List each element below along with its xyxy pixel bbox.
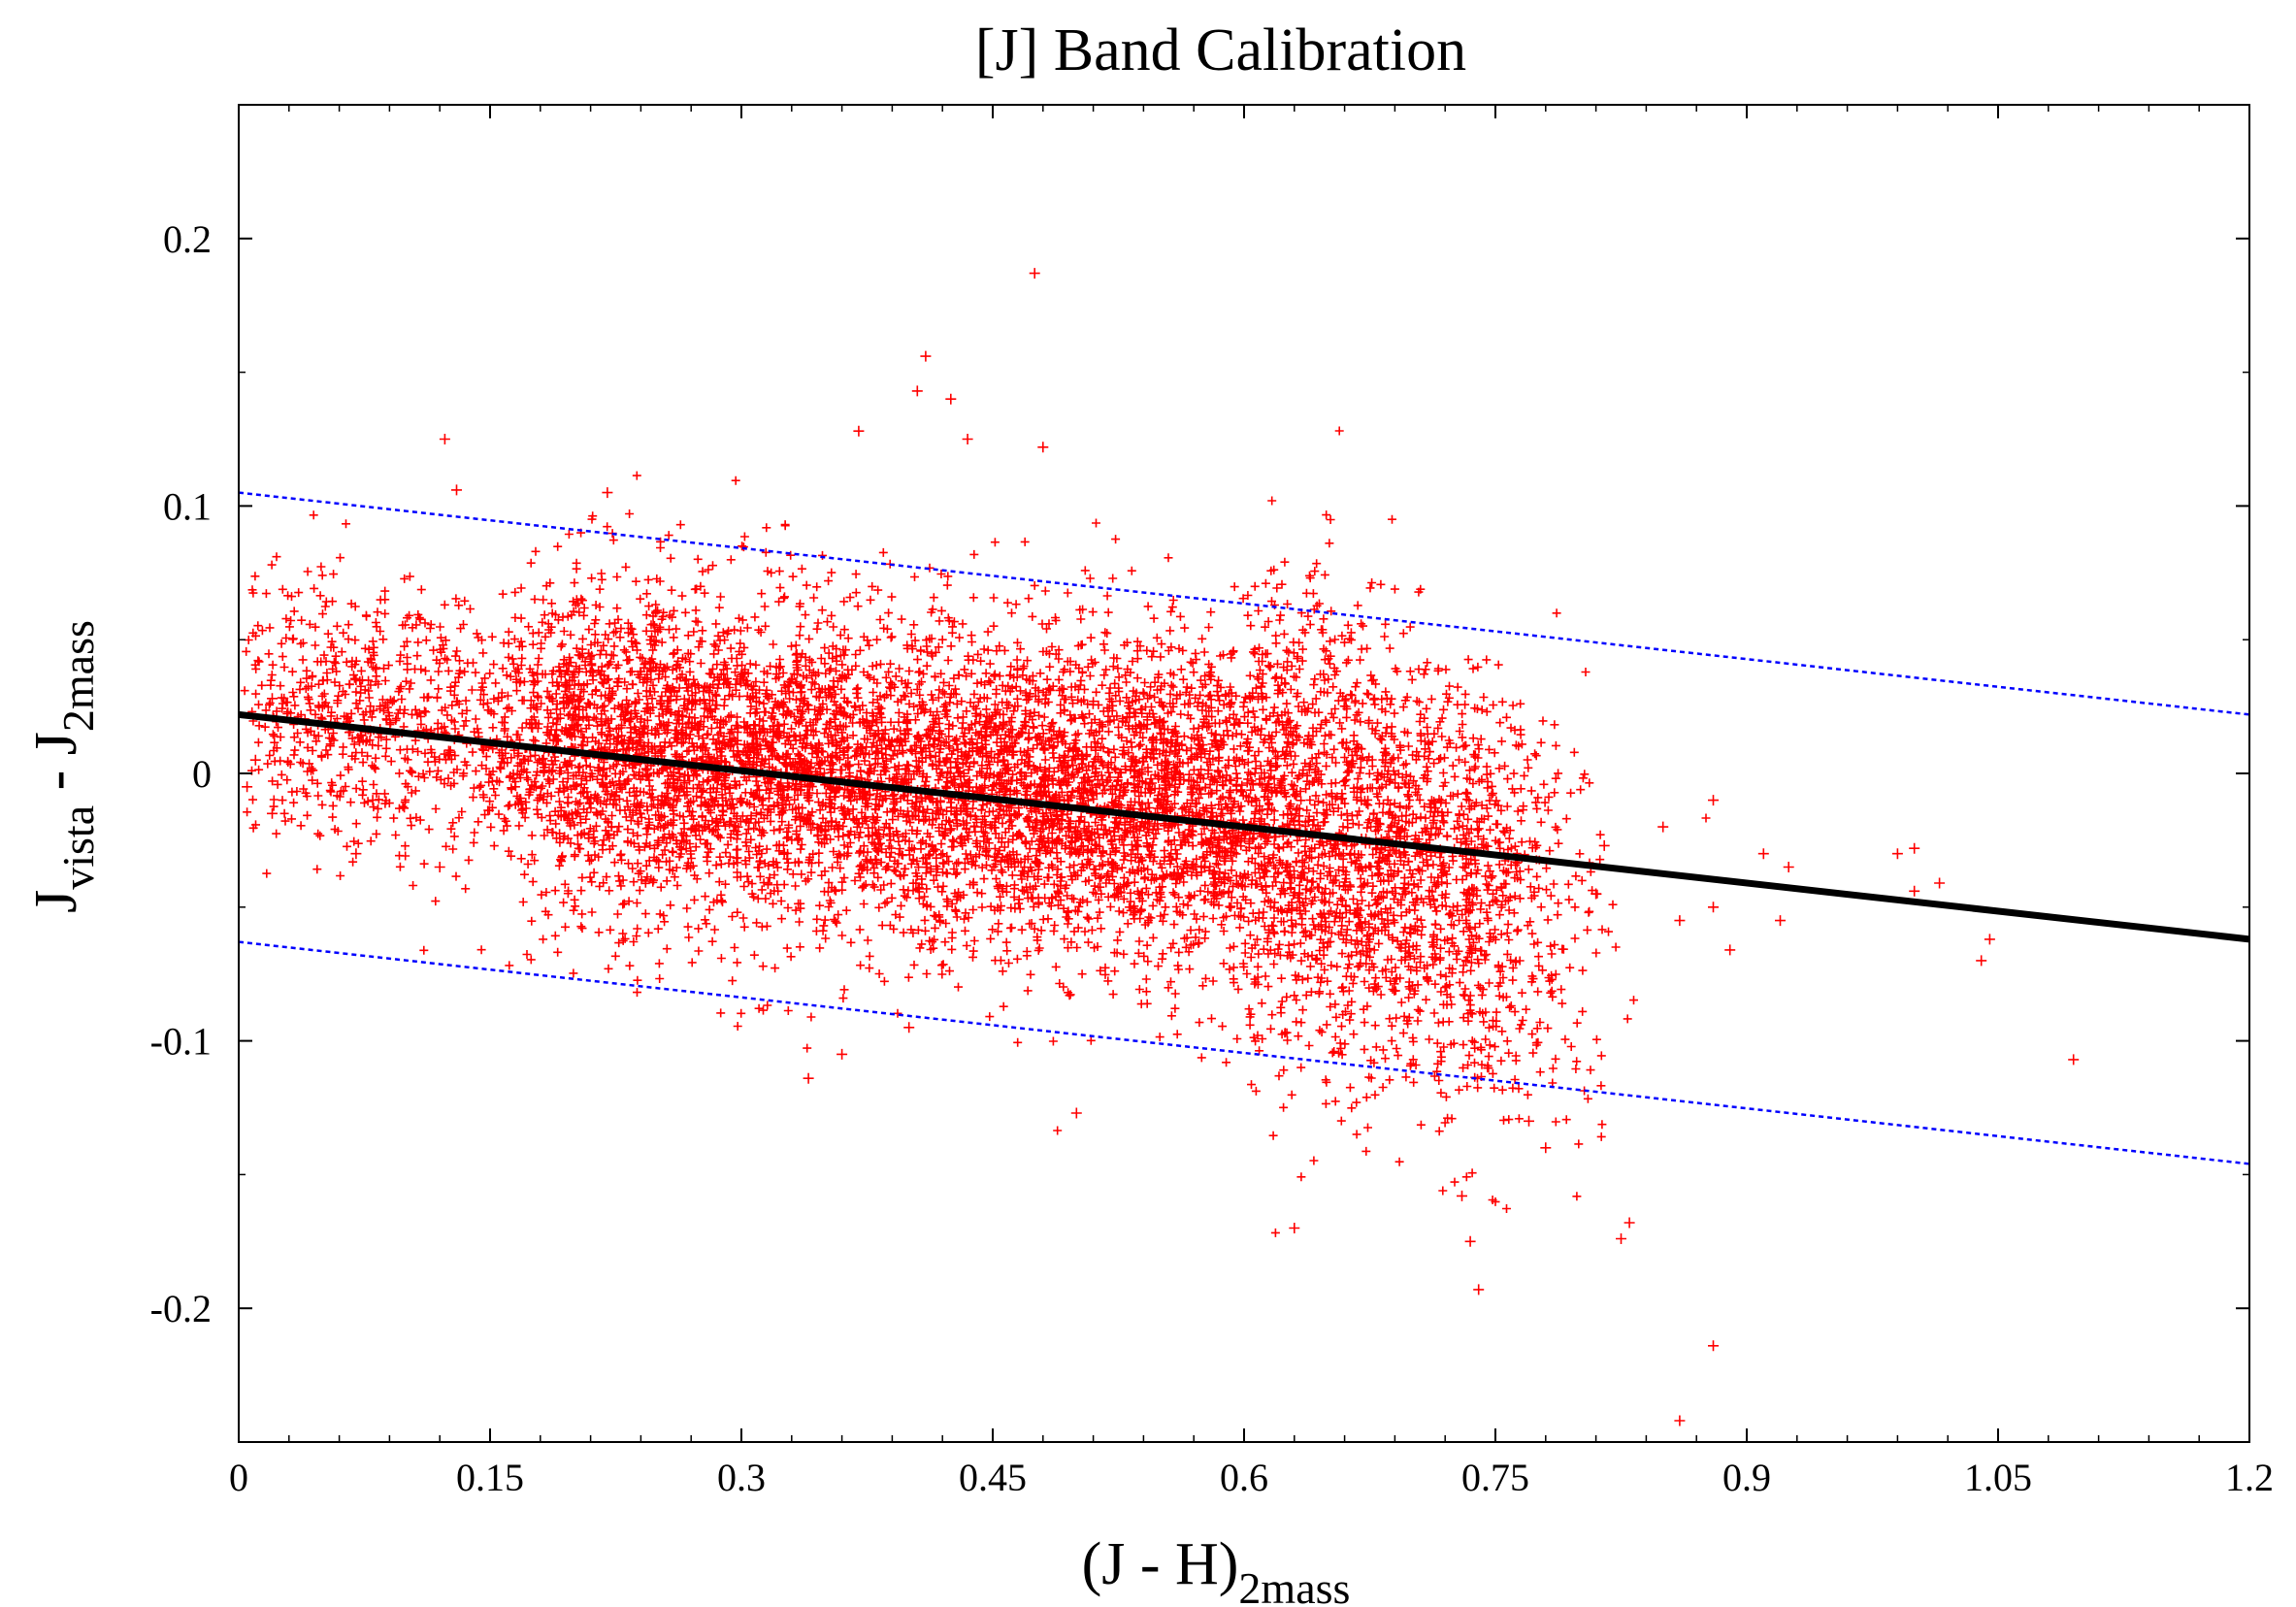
x-tick-label: 0.6 [1220, 1456, 1268, 1499]
y-tick-label: 0.1 [163, 484, 212, 528]
y-axis-label-sub1: vista [53, 805, 103, 890]
y-axis-label-part1: J [23, 890, 89, 913]
y-axis-label-sep: - J [23, 732, 89, 805]
chart-title: [J] Band Calibration [975, 17, 1466, 83]
lower-bound-line [238, 940, 2250, 1165]
x-tick-label: 0.75 [1461, 1456, 1529, 1499]
x-tick-label: 0.9 [1722, 1456, 1771, 1499]
y-axis-label-sub2: 2mass [53, 620, 103, 732]
scatter-points [240, 268, 2080, 1427]
x-tick-label: 1.2 [2225, 1456, 2274, 1499]
upper-bound-line [238, 491, 2250, 716]
x-axis-label-main: (J - H) [1082, 1531, 1239, 1597]
x-tick-label: 0.45 [959, 1456, 1027, 1499]
linear-fit-line [238, 710, 2250, 943]
x-axis-label-sub: 2mass [1238, 1563, 1350, 1607]
x-tick-label: 1.05 [1964, 1456, 2032, 1499]
y-axis-label: Jvista - J2mass [23, 620, 103, 913]
x-axis-label: (J - H)2mass [1082, 1531, 1351, 1607]
x-tick-label: 0 [229, 1456, 248, 1499]
y-tick-label: -0.2 [150, 1287, 212, 1330]
x-tick-label: 0.3 [717, 1456, 766, 1499]
fit-lines [238, 491, 2250, 1165]
data-points [240, 268, 2080, 1427]
y-tick-label: 0 [192, 752, 212, 796]
axes: 0 0.15 0.3 0.45 0.6 0.75 0.9 1.05 1.2 0.2 0.1 0 -0.1… [150, 104, 2274, 1499]
y-tick-label: -0.1 [150, 1020, 212, 1064]
y-tick-label: 0.2 [163, 217, 212, 261]
x-tick-label: 0.15 [456, 1456, 524, 1499]
